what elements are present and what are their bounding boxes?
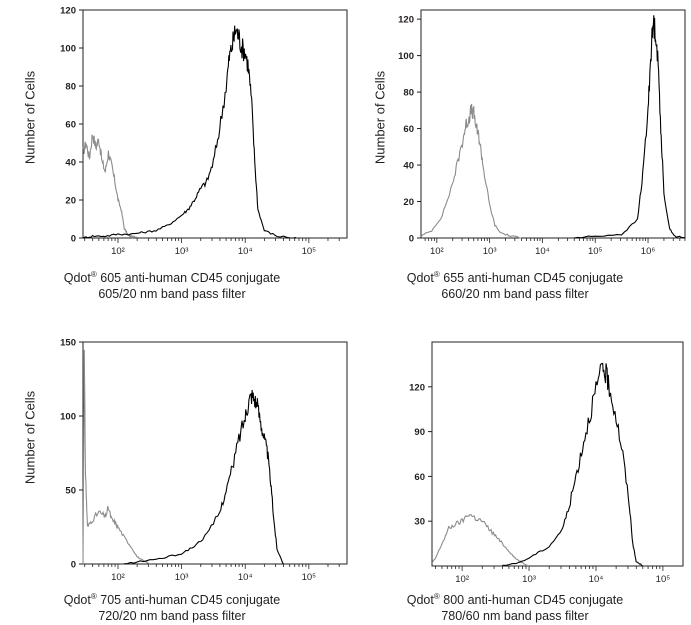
caption-line-2: 660/20 nm band pass filter <box>441 287 589 302</box>
chart-caption: Qdot® 705 anti-human CD45 conjugate 720/… <box>42 589 302 624</box>
caption-rest: 655 anti-human CD45 conjugate <box>439 271 624 286</box>
x-tick-label: 10² <box>430 246 444 257</box>
y-tick-label: 100 <box>60 412 76 423</box>
y-tick-label: 60 <box>65 120 76 131</box>
caption-line-2: 605/20 nm band pass filter <box>98 287 246 302</box>
x-tick-label: 10³ <box>483 246 497 257</box>
y-tick-label: 120 <box>398 15 414 26</box>
y-tick-label: 0 <box>71 234 76 245</box>
y-tick-label: 90 <box>414 427 425 438</box>
histogram-series-line <box>124 389 284 565</box>
histogram-plot: 0 20 40 60 80 100 120 10² 10³ 10⁴ 10⁵ 10⁶ <box>398 9 686 257</box>
caption-product: Qdot <box>63 593 91 608</box>
x-tick-label: 10⁵ <box>302 572 317 583</box>
chart-caption: Qdot® 655 anti-human CD45 conjugate 660/… <box>385 267 645 302</box>
y-tick-label: 0 <box>71 560 76 571</box>
plot-frame <box>431 341 684 567</box>
x-tick-label: 10⁵ <box>588 246 603 257</box>
x-tick-label: 10³ <box>522 574 536 585</box>
caption-line-2: 720/20 nm band pass filter <box>98 609 246 624</box>
y-tick-label: 120 <box>60 6 76 17</box>
histogram-plot: 0 20 40 60 80 100 120 10² 10³ 10⁴ 10⁵ <box>60 6 348 257</box>
chart-panel-3: Number of Cells 0 50 100 150 10² 10³ 10⁴ 10⁵ Qd… <box>0 312 348 624</box>
caption-product: Qdot <box>406 593 434 608</box>
histogram-series-line <box>420 103 522 239</box>
x-tick-label: 10⁴ <box>238 572 253 583</box>
x-tick-label: 10² <box>455 574 469 585</box>
x-tick-label: 10⁴ <box>535 246 550 257</box>
y-tick-label: 20 <box>65 196 76 207</box>
y-tick-label: 80 <box>403 88 414 99</box>
x-tick-label: 10² <box>111 246 125 257</box>
y-tick-label: 30 <box>414 517 425 528</box>
caption-line-2: 780/60 nm band pass filter <box>441 609 589 624</box>
y-tick-label: 80 <box>65 82 76 93</box>
y-tick-label: 20 <box>403 197 414 208</box>
chart-panel-2: Number of Cells 0 20 40 60 80 100 120 10² 10³ 10⁴… <box>345 0 690 312</box>
plot-frame <box>82 9 348 239</box>
caption-line-1: Qdot® 705 anti-human CD45 conjugate <box>42 589 302 608</box>
x-tick-label: 10⁴ <box>589 574 604 585</box>
caption-line-1: Qdot® 605 anti-human CD45 conjugate <box>42 267 302 286</box>
x-tick-label: 10⁶ <box>641 246 656 257</box>
chart-caption: Qdot® 605 anti-human CD45 conjugate 605/… <box>42 267 302 302</box>
histogram-series-line <box>502 362 644 567</box>
y-tick-label: 100 <box>398 51 414 62</box>
histogram-plot: 0 50 100 150 10² 10³ 10⁴ 10⁵ <box>60 338 348 583</box>
y-tick-label: 50 <box>65 486 76 497</box>
caption-product: Qdot <box>406 271 434 286</box>
plot-frame <box>82 341 348 565</box>
histogram-series-line <box>574 15 686 239</box>
y-tick-label: 40 <box>403 161 414 172</box>
x-tick-label: 10³ <box>175 246 189 257</box>
caption-line-1: Qdot® 655 anti-human CD45 conjugate <box>385 267 645 286</box>
y-tick-label: 40 <box>65 158 76 169</box>
histogram-series-line <box>431 514 530 567</box>
y-tick-label: 100 <box>60 44 76 55</box>
y-tick-label: 0 <box>409 234 414 245</box>
histogram-series-line <box>82 134 138 239</box>
caption-rest: 705 anti-human CD45 conjugate <box>96 593 281 608</box>
y-tick-label: 120 <box>409 382 425 393</box>
caption-reg: ® <box>433 592 440 601</box>
caption-reg: ® <box>90 270 97 279</box>
y-tick-label: 150 <box>60 338 76 349</box>
caption-rest: 800 anti-human CD45 conjugate <box>439 593 624 608</box>
x-tick-label: 10² <box>111 572 125 583</box>
caption-reg: ® <box>90 592 97 601</box>
y-tick-label: 60 <box>403 124 414 135</box>
x-tick-label: 10⁵ <box>656 574 671 585</box>
chart-panel-1: Number of Cells 0 20 40 60 80 100 120 10² 10³ 10⁴… <box>0 0 348 312</box>
y-tick-label: 60 <box>414 472 425 483</box>
chart-caption: Qdot® 800 anti-human CD45 conjugate 780/… <box>385 589 645 624</box>
plot-frame <box>420 9 686 239</box>
x-tick-label: 10³ <box>175 572 189 583</box>
caption-line-1: Qdot® 800 anti-human CD45 conjugate <box>385 589 645 608</box>
x-tick-label: 10⁵ <box>302 246 317 257</box>
caption-rest: 605 anti-human CD45 conjugate <box>96 271 281 286</box>
caption-product: Qdot <box>63 271 91 286</box>
histogram-series-line <box>82 349 151 565</box>
histogram-plot: 30 60 90 120 10² 10³ 10⁴ 10⁵ <box>409 341 684 585</box>
caption-reg: ® <box>433 270 440 279</box>
chart-panel-4: 30 60 90 120 10² 10³ 10⁴ 10⁵ Qdot® 800 anti-hum… <box>345 312 690 624</box>
x-tick-label: 10⁴ <box>238 246 253 257</box>
histogram-series-line <box>82 25 297 239</box>
